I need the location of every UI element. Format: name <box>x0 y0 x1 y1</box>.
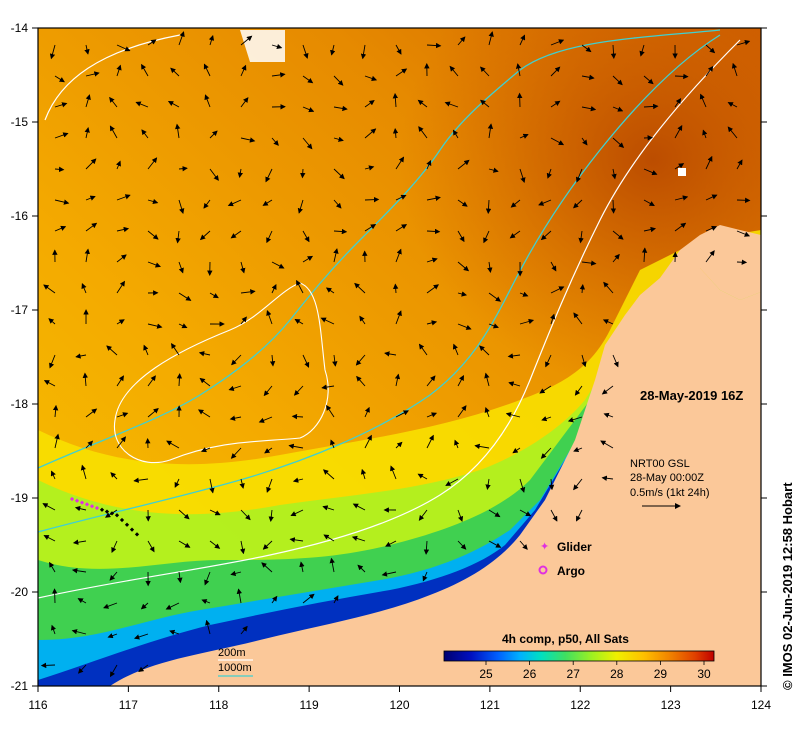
colorbar-tick-label: 26 <box>523 667 537 681</box>
lon-tick-label: 117 <box>119 698 138 712</box>
current-time-label: 28-May 00:00Z <box>630 472 704 484</box>
current-source-label: NRT00 GSL <box>630 458 690 470</box>
lon-tick-label: 124 <box>751 698 771 712</box>
colorbar-tick-label: 30 <box>697 667 711 681</box>
colorbar-tick-label: 25 <box>479 667 493 681</box>
lat-tick-label: -21 <box>11 679 29 693</box>
lon-tick-label: 123 <box>661 698 681 712</box>
cloud-gap-small <box>678 168 686 176</box>
lon-tick-label: 122 <box>570 698 590 712</box>
colorbar-tick-label: 27 <box>567 667 581 681</box>
current-vector <box>42 665 55 666</box>
colorbar <box>444 651 714 661</box>
credit-label: © IMOS 02-Jun-2019 12:58 Hobart <box>780 482 795 690</box>
current-vector <box>365 199 378 200</box>
date-label: 28-May-2019 16Z <box>640 388 743 403</box>
glider-legend-icon: ✦ <box>540 541 549 553</box>
colorbar-tick-label: 29 <box>654 667 668 681</box>
lon-tick-label: 116 <box>28 698 47 712</box>
lon-tick-label: 121 <box>480 698 500 712</box>
current-vector <box>675 76 688 77</box>
current-vector <box>613 200 614 213</box>
lat-tick-label: -15 <box>11 115 29 129</box>
lon-tick-label: 120 <box>389 698 409 712</box>
lat-tick-label: -20 <box>11 585 29 599</box>
lon-tick-label: 118 <box>209 698 228 712</box>
legend-200m-label: 200m <box>218 647 246 659</box>
colorbar-tick-label: 28 <box>610 667 624 681</box>
legend-1000m-label: 1000m <box>218 662 252 674</box>
lon-tick-label: 119 <box>300 698 319 712</box>
map-area[interactable] <box>38 28 761 686</box>
longitude-axis: 116 117 118 119 120 121 122 123 124 <box>28 686 771 712</box>
lat-tick-label: -17 <box>11 303 29 317</box>
colorbar-title: 4h comp, p50, All Sats <box>502 632 629 646</box>
argo-legend-label: Argo <box>557 564 585 578</box>
lat-tick-label: -19 <box>11 491 29 505</box>
lat-tick-label: -14 <box>11 21 29 35</box>
vector-scale-label: 0.5m/s (1kt 24h) <box>630 487 709 499</box>
lat-tick-label: -18 <box>11 397 29 411</box>
current-vector <box>302 169 303 177</box>
lat-tick-label: -16 <box>11 209 29 223</box>
glider-legend-label: Glider <box>557 540 592 554</box>
